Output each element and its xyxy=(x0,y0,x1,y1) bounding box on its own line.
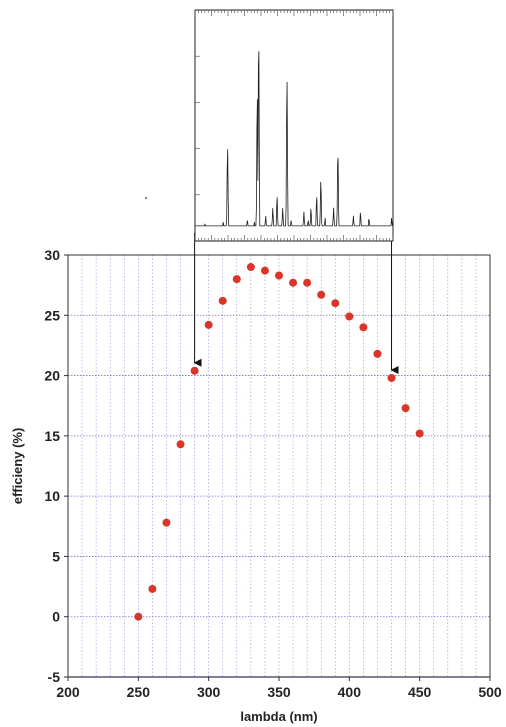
x-tick-label: 400 xyxy=(338,684,362,700)
data-point xyxy=(275,271,283,280)
data-point xyxy=(260,266,269,275)
y-tick-label: 15 xyxy=(44,428,60,444)
y-axis-title: efficieny (%) xyxy=(10,428,25,505)
data-point xyxy=(331,299,340,308)
data-point xyxy=(134,612,143,621)
x-tick-label: 450 xyxy=(408,684,432,700)
data-point xyxy=(345,312,354,321)
y-tick-label: 25 xyxy=(44,307,60,323)
data-point xyxy=(176,440,185,449)
inset-frame xyxy=(194,9,394,242)
arrow-annotations xyxy=(193,233,399,374)
spectrum-inset xyxy=(194,9,394,242)
data-point xyxy=(190,366,199,375)
data-point xyxy=(218,296,227,305)
y-tick-label: 10 xyxy=(44,488,60,504)
data-point xyxy=(246,263,255,272)
efficiency-chart: 200 250 300 350 400 450 500 -5 0 5 10 15 20 25 30 lam… xyxy=(10,233,502,724)
x-axis-ticks: 200 250 300 350 400 450 500 xyxy=(56,677,502,700)
y-tick-label: 20 xyxy=(44,368,60,384)
data-point xyxy=(401,404,410,413)
data-point xyxy=(148,584,157,593)
data-point xyxy=(232,275,241,284)
y-tick-label: 30 xyxy=(44,247,60,263)
data-points xyxy=(134,263,424,621)
x-tick-label: 200 xyxy=(56,684,80,700)
data-point xyxy=(373,349,382,358)
data-point xyxy=(162,518,171,527)
x-tick-label: 500 xyxy=(478,684,502,700)
data-point xyxy=(204,320,213,329)
x-tick-label: 350 xyxy=(267,684,291,700)
data-point xyxy=(387,373,396,382)
y-axis-ticks: -5 0 5 10 15 20 25 30 xyxy=(44,247,68,685)
data-point xyxy=(289,278,298,287)
data-point xyxy=(415,429,424,438)
data-point xyxy=(359,323,368,332)
data-point xyxy=(303,278,312,287)
x-tick-label: 250 xyxy=(127,684,151,700)
stray-mark xyxy=(145,197,147,199)
spectrum-line xyxy=(195,51,393,227)
inset-ticks xyxy=(194,10,394,241)
data-point xyxy=(317,290,326,299)
y-tick-label: 5 xyxy=(52,548,60,564)
y-tick-label: 0 xyxy=(52,609,60,625)
x-axis-title: lambda (nm) xyxy=(240,709,317,724)
x-tick-label: 300 xyxy=(197,684,221,700)
y-tick-label: -5 xyxy=(48,669,61,685)
